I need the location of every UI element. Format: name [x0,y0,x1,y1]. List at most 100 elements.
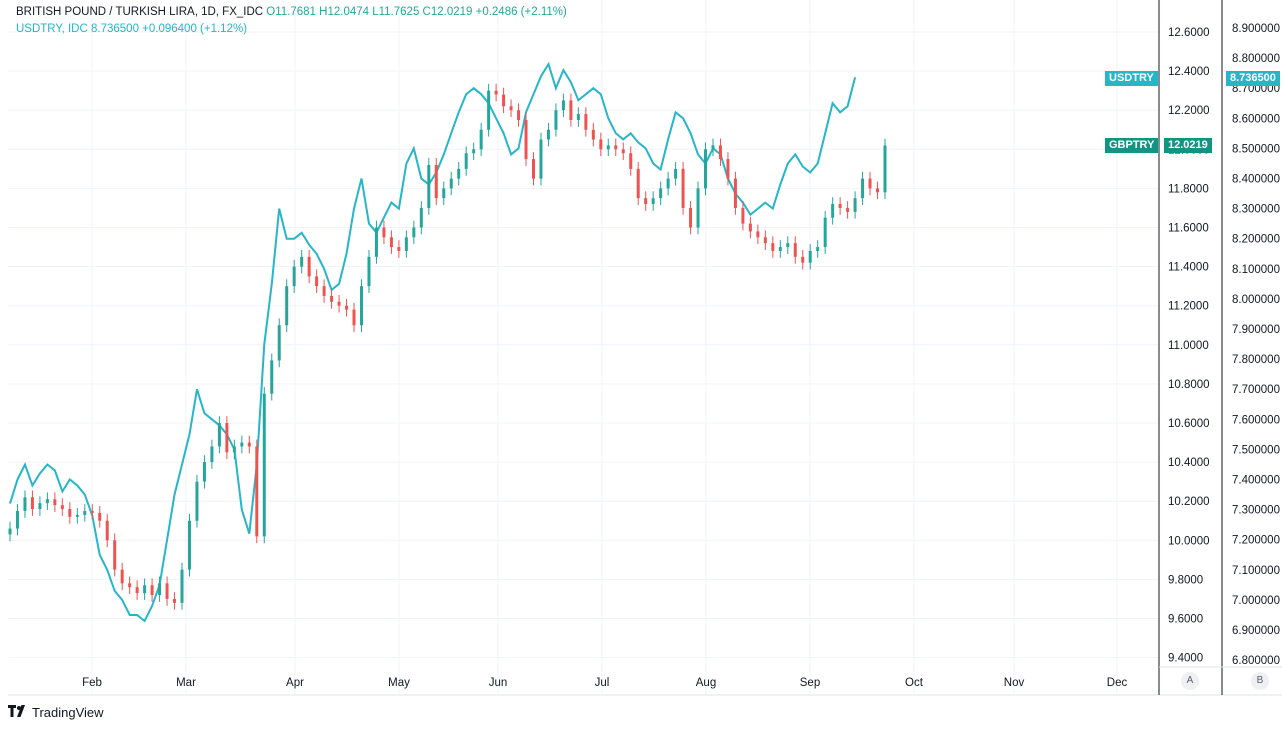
candle-body [704,149,708,189]
candle-body [270,360,274,394]
candle-body [434,164,438,199]
tradingview-logo-icon [8,705,28,720]
candle-body [187,520,191,570]
candle-body [823,217,827,248]
usdtry-price-badge: 8.736500 [1226,71,1280,86]
candle-body [876,188,880,193]
candle-body [502,94,506,107]
y2-tick-label: 8.700000 [1232,83,1280,95]
y2-tick-label: 8.600000 [1232,113,1280,125]
candle-body [53,499,57,506]
candle-body [793,243,797,257]
legend-overlay-name: USDTRY, IDC [16,23,88,35]
candle-body [464,153,468,169]
y2-tick-label: 8.500000 [1232,143,1280,155]
candle-body [38,503,42,510]
candle-body [846,207,850,212]
candle-body [689,207,693,228]
x-tick-label: Sep [800,677,820,689]
candle-body [345,305,349,310]
y2-tick-label: 7.200000 [1232,535,1280,547]
candle-body [711,145,715,150]
branding[interactable]: TradingView [8,705,104,720]
candle-body [816,247,820,251]
candle-body [457,168,461,179]
candle-body [718,145,722,160]
candle-body [202,462,206,482]
candle-body [412,227,416,238]
candle-body [307,256,311,277]
candle-body [554,110,558,130]
scale-a-button[interactable]: A [1181,672,1199,690]
candle-body [621,149,625,154]
candle-body [831,204,835,218]
candle-body [232,446,236,453]
y2-tick-label: 7.800000 [1232,354,1280,366]
y1-tick-label: 11.6000 [1168,223,1209,235]
candle-body [180,569,184,603]
candle-body [105,520,109,541]
y2-tick-label: 8.900000 [1232,23,1280,35]
candle-body [509,106,513,111]
scale-b-button[interactable]: B [1251,672,1269,690]
candle-body [651,198,655,205]
x-tick-label: Jul [595,677,610,689]
candle-body [472,149,476,154]
axes [8,0,1282,696]
candle-body [629,153,633,169]
y1-tick-label: 11.0000 [1168,340,1209,352]
y2-tick-label: 8.300000 [1232,204,1280,216]
y1-tick-label: 9.6000 [1168,614,1203,626]
candle-body [374,227,378,257]
y2-tick-label: 8.200000 [1232,234,1280,246]
candle-body [143,585,147,594]
y1-tick-label: 12.6000 [1168,27,1210,39]
grid [8,0,1159,695]
legend-main: BRITISH POUND / TURKISH LIRA, 1D, FX_IDC… [16,6,567,18]
candle-body [113,540,117,570]
candle-body [726,159,730,179]
candle-body [659,188,663,199]
candle-body [45,499,49,504]
candle-body [696,188,700,228]
y2-tick-label: 7.000000 [1232,595,1280,607]
x-tick-label: Aug [696,677,716,689]
candle-body [217,423,221,447]
candle-body [748,223,752,232]
y2-tick-label: 7.500000 [1232,444,1280,456]
candle-body [733,178,737,208]
y1-tick-label: 9.8000 [1168,574,1203,586]
y1-tick-label: 10.4000 [1168,457,1210,469]
candle-body [419,207,423,228]
candle-body [352,309,356,326]
candle-body [240,442,244,447]
candle-body [337,301,341,306]
y1-tick-label: 9.4000 [1168,653,1203,665]
x-tick-label: Nov [1004,677,1025,689]
gbptry-label-badge: GBPTRY [1105,138,1159,153]
candle-body [397,247,401,251]
y2-tick-label: 7.300000 [1232,505,1280,517]
candle-body [808,250,812,263]
x-tick-label: May [388,677,410,689]
x-tick-label: Mar [176,677,196,689]
candle-body [778,247,782,251]
candle-body [494,90,498,95]
x-tick-label: Dec [1107,677,1128,689]
candle-body [449,178,453,189]
y1-tick-label: 11.4000 [1168,262,1209,274]
candle-body [90,510,94,513]
price-axis-gbptry: 12.600012.400012.200012.000011.800011.60… [1168,27,1210,665]
candle-body [561,100,565,111]
candle-body [606,145,610,150]
candle-body [569,100,573,120]
candle-body [23,497,27,511]
candle-body [674,168,678,179]
candle-body [487,90,491,130]
candle-body [427,164,431,208]
candle-body [150,585,154,596]
y2-tick-label: 7.100000 [1232,565,1280,577]
candle-body [60,505,64,510]
x-tick-label: Apr [286,677,304,689]
